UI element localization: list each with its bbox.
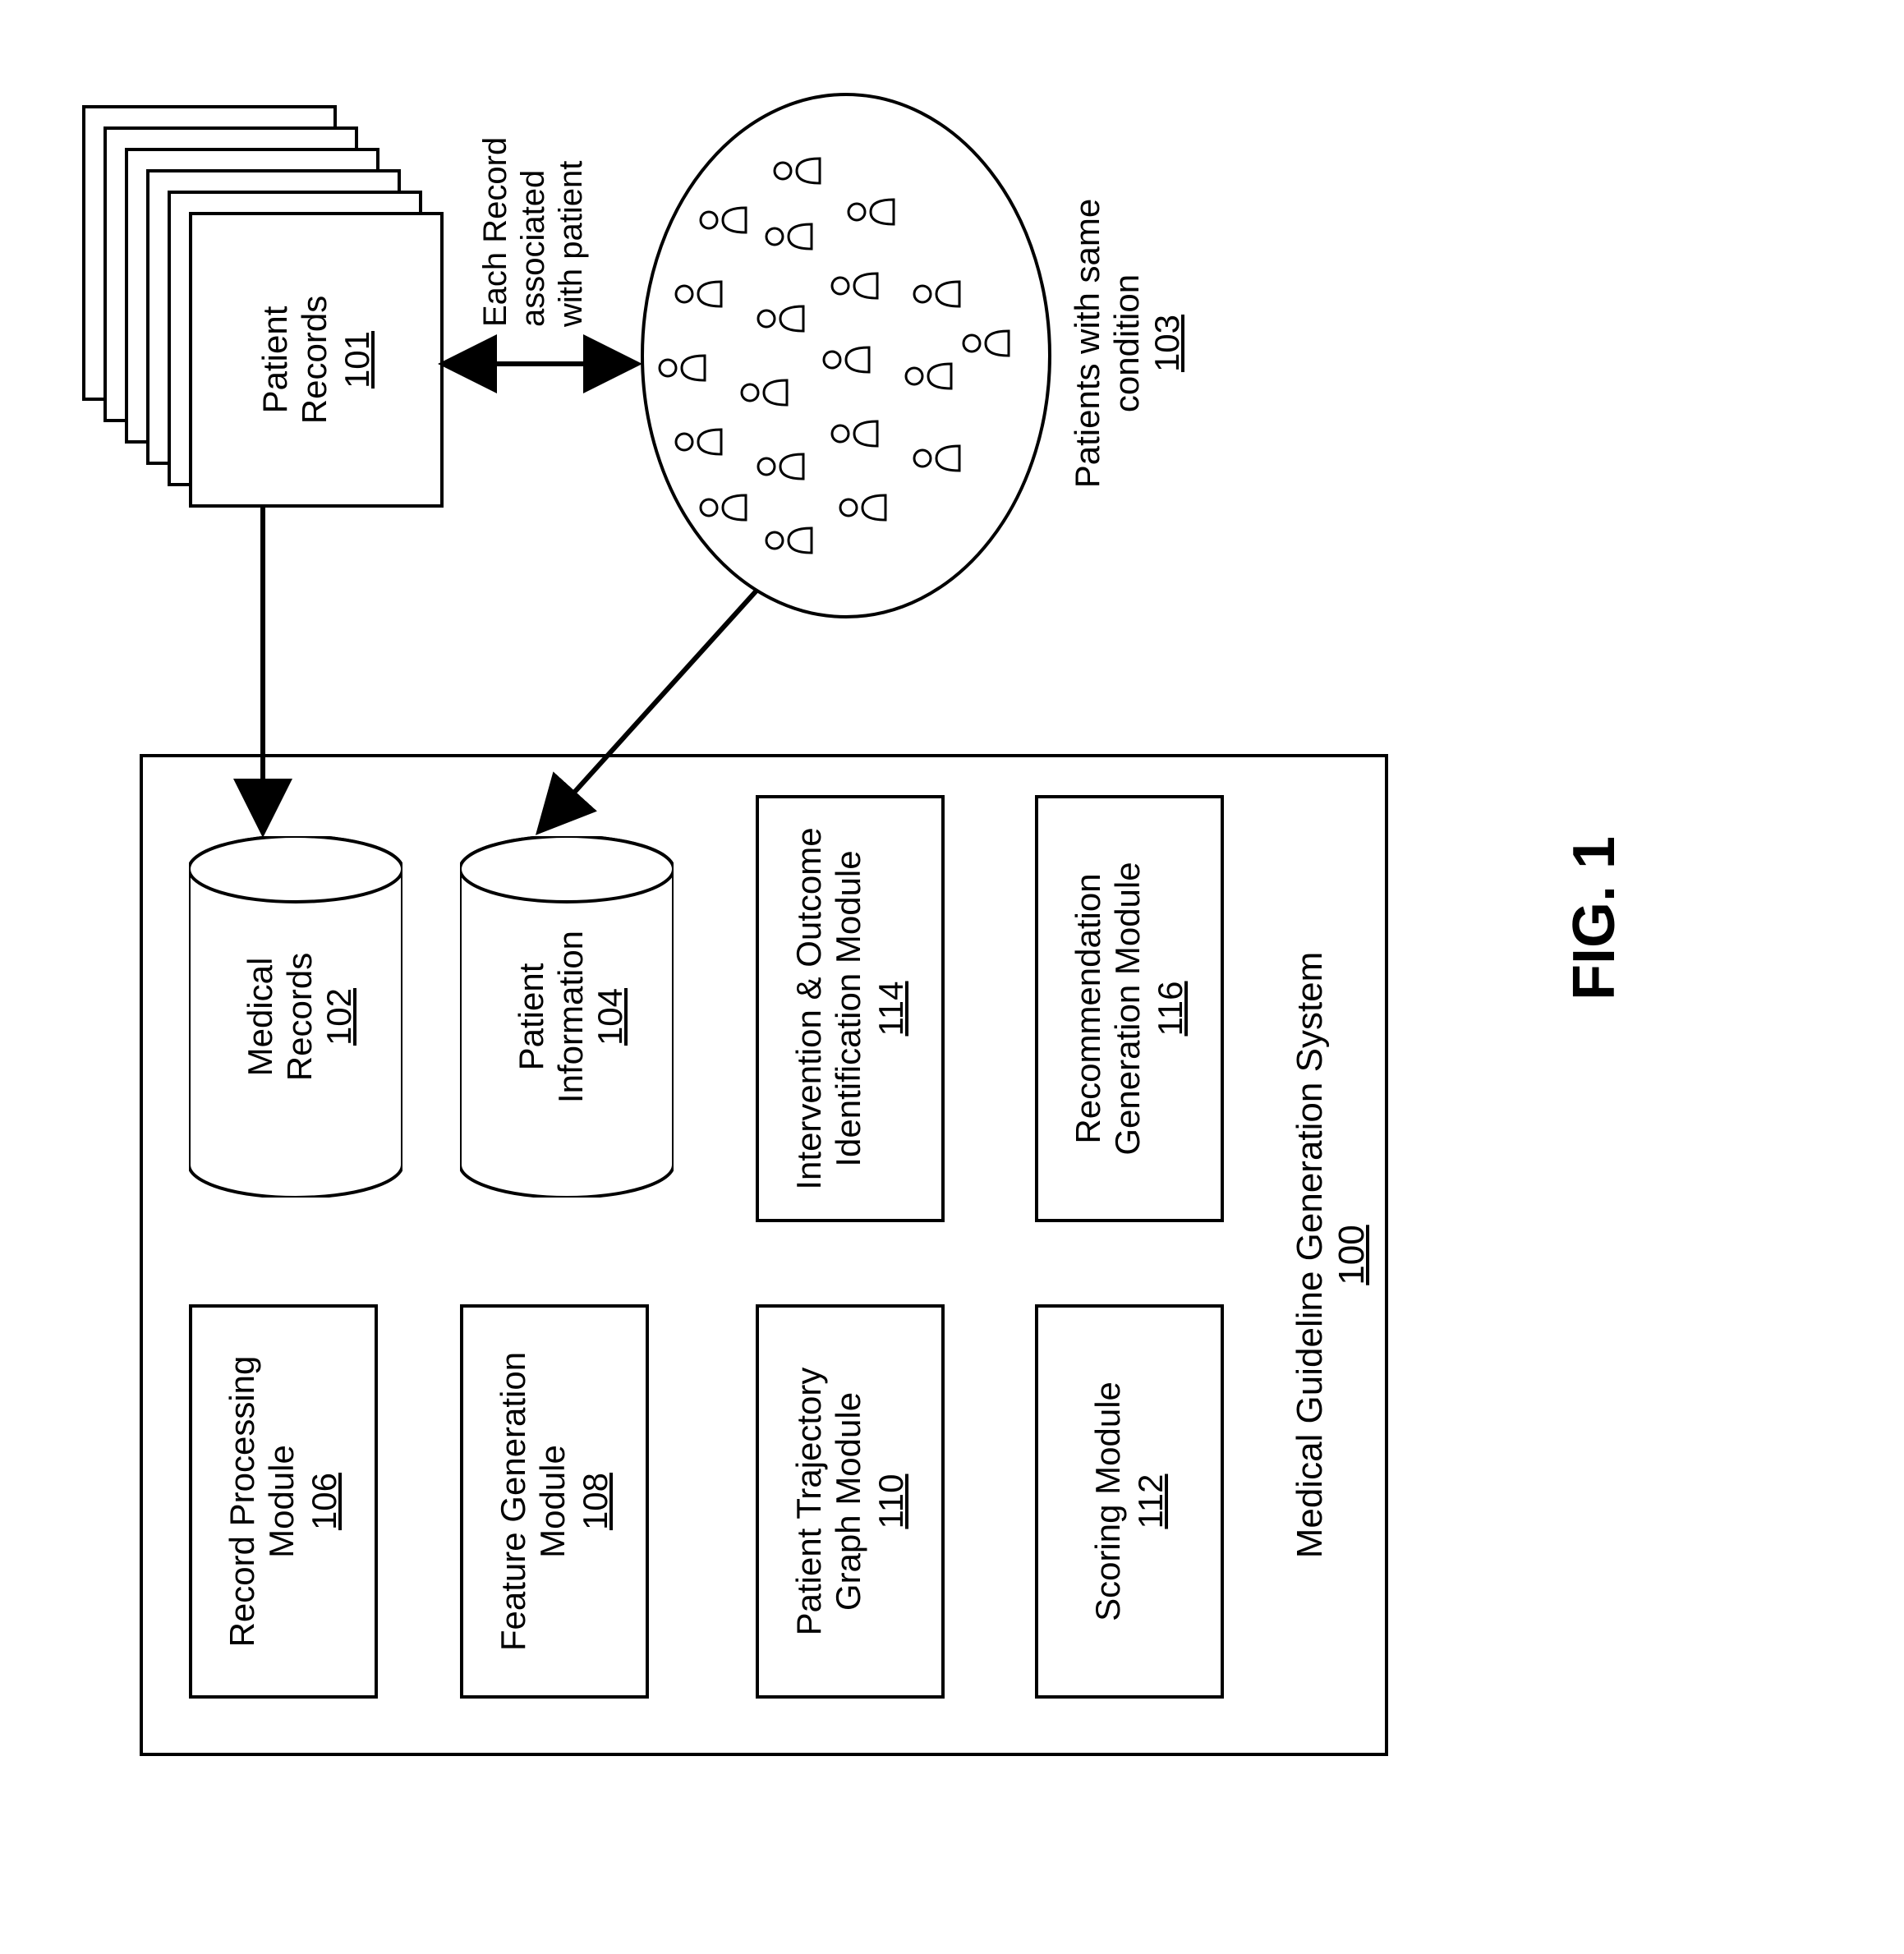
system-label-text: Medical Guideline Generation System: [1290, 952, 1330, 1559]
person-icon: [912, 274, 961, 315]
person-icon: [838, 487, 887, 528]
cyl-line2: Records: [280, 953, 319, 1081]
patients-label: Patients with samecondition103: [1068, 179, 1187, 508]
cylinder-patient_information: PatientInformation104: [460, 836, 674, 1198]
module-label-line2: Graph Module: [829, 1392, 868, 1611]
module-label-line1: Intervention & Outcome: [789, 827, 829, 1189]
module-recommendation: RecommendationGeneration Module116: [1035, 795, 1224, 1222]
module-label-line2: Identification Module: [829, 850, 868, 1166]
person-icon: [904, 356, 953, 397]
module-label-line1: Patient Trajectory: [789, 1368, 829, 1636]
cyl-line2: Information: [551, 931, 590, 1103]
module-label-line2: Generation Module: [1108, 862, 1147, 1155]
module-label-num: 114: [872, 982, 911, 1037]
cyl-line1: Patient: [512, 963, 550, 1071]
patients-label-num: 103: [1147, 315, 1186, 372]
cyl-num: 104: [591, 988, 629, 1046]
module-label-num: 110: [872, 1474, 911, 1529]
module-label-line1: Scoring Module: [1088, 1382, 1128, 1621]
person-icon: [764, 216, 813, 257]
arrow-records_to_db: [230, 475, 296, 861]
cylinder-label: PatientInformation104: [512, 836, 631, 1198]
arrow-records_to_patients: [415, 331, 665, 397]
module-label-num: 108: [576, 1473, 615, 1530]
system-label-num: 100: [1331, 1225, 1372, 1285]
person-icon: [772, 150, 821, 191]
stack-label-1: Patient: [255, 306, 295, 414]
patients-label-2: condition: [1107, 274, 1146, 412]
module-label-num: 106: [305, 1473, 344, 1530]
person-icon: [830, 265, 879, 306]
stack-label-2: Records: [295, 296, 334, 424]
module-label-line1: Feature Generation: [494, 1352, 533, 1651]
person-icon: [657, 347, 706, 389]
cylinder-medical_records: MedicalRecords102: [189, 836, 402, 1198]
person-icon: [821, 339, 871, 380]
module-label-num: 112: [1131, 1474, 1170, 1529]
module-record_processing: Record ProcessingModule106: [189, 1304, 378, 1699]
person-icon: [756, 446, 805, 487]
module-scoring: Scoring Module112: [1035, 1304, 1224, 1699]
module-label-line1: Record Processing: [223, 1356, 262, 1648]
module-label-num: 116: [1151, 982, 1190, 1037]
patients-label-1: Patients with same: [1068, 199, 1106, 489]
person-icon: [674, 421, 723, 462]
person-icon: [846, 191, 895, 232]
cyl-num: 102: [320, 988, 358, 1046]
stack-card-front: PatientRecords101: [189, 212, 444, 508]
person-icon: [739, 372, 789, 413]
assoc-2: associated: [515, 170, 551, 327]
association-label: Each Recordassociatedwith patient: [476, 64, 590, 327]
person-icon: [830, 413, 879, 454]
person-icon: [698, 200, 747, 241]
module-label-line1: Recommendation: [1069, 873, 1108, 1143]
person-icon: [674, 274, 723, 315]
module-patient_trajectory: Patient TrajectoryGraph Module110: [756, 1304, 945, 1699]
module-label-line2: Module: [262, 1445, 301, 1558]
assoc-1: Each Record: [477, 137, 513, 327]
assoc-3: with patient: [553, 161, 589, 327]
system-label: Medical Guideline Generation System100: [1290, 754, 1373, 1756]
person-icon: [961, 323, 1010, 364]
figure-label: FIG. 1: [1561, 754, 1628, 1083]
cylinder-label: MedicalRecords102: [241, 836, 360, 1198]
person-icon: [764, 520, 813, 561]
stack-num: 101: [338, 331, 377, 389]
module-label-line2: Module: [533, 1445, 573, 1558]
module-feature_generation: Feature GenerationModule108: [460, 1304, 649, 1699]
person-icon: [698, 487, 747, 528]
person-icon: [912, 438, 961, 479]
person-icon: [756, 298, 805, 339]
cyl-line1: Medical: [241, 958, 279, 1077]
